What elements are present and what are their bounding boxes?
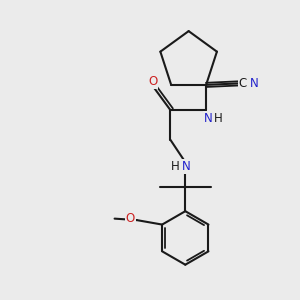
Text: C: C: [238, 77, 247, 90]
Text: N: N: [204, 112, 213, 125]
Text: H: H: [170, 160, 179, 173]
Text: O: O: [126, 212, 135, 225]
Text: O: O: [148, 75, 157, 88]
Text: N: N: [182, 160, 190, 173]
Text: N: N: [250, 77, 259, 90]
Text: H: H: [214, 112, 223, 125]
